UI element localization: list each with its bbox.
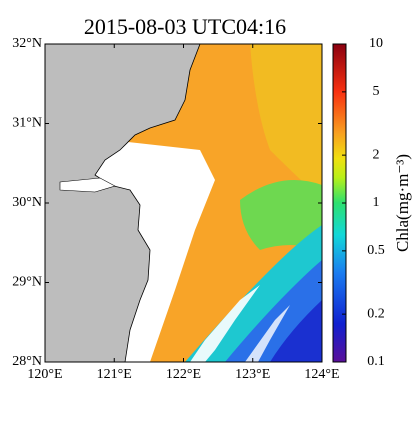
y-tick-label: 29°N [12,275,42,290]
y-tick-label: 32°N [12,36,42,51]
x-tick-label: 121°E [97,367,132,382]
colorbar-label: Chla(mg·m⁻³) [393,154,412,252]
colorbar-tick-label: 0.2 [367,306,385,321]
y-tick-label: 28°N [12,354,42,369]
map-title: 2015-08-03 UTC04:16 [84,14,286,39]
colorbar-tick-label: 2 [373,147,380,162]
colorbar-tick-label: 0.1 [367,354,385,369]
y-tick-label: 31°N [12,116,42,131]
colorbar-tick-label: 10 [369,36,383,51]
x-tick-label: 122°E [166,367,201,382]
colorbar-tick-label: 1 [373,195,380,210]
colorbar-tick-label: 0.5 [367,243,385,258]
x-tick-label: 123°E [235,367,270,382]
chlorophyll-field [45,44,322,362]
x-tick-label: 120°E [27,367,62,382]
x-tick-label: 124°E [304,367,339,382]
colorbar-tick-label: 5 [373,84,380,99]
y-tick-label: 30°N [12,195,42,210]
